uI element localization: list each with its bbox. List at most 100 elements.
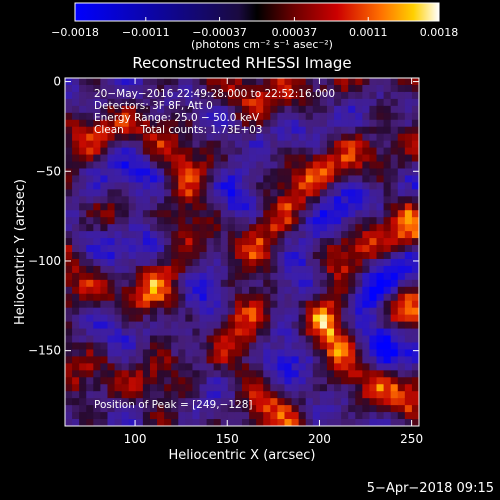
heatmap-cell xyxy=(319,272,328,281)
heatmap-cell xyxy=(93,224,101,232)
heatmap-cell xyxy=(263,224,271,232)
heatmap-cell xyxy=(185,245,193,253)
heatmap-cell xyxy=(234,182,243,190)
heatmap-cell xyxy=(298,196,307,204)
heatmap-cell xyxy=(284,293,293,302)
heatmap-cell xyxy=(277,252,285,260)
heatmap-cell xyxy=(326,161,335,169)
heatmap-cell xyxy=(298,356,307,364)
heatmap-cell xyxy=(135,231,144,239)
heatmap-cell xyxy=(192,231,201,239)
heatmap-cell xyxy=(234,133,243,142)
heatmap-cell xyxy=(404,147,413,156)
heatmap-cell xyxy=(362,224,370,232)
heatmap-cell xyxy=(291,314,300,323)
heatmap-cell xyxy=(234,224,243,232)
heatmap-cell xyxy=(411,349,419,357)
heatmap-cell xyxy=(298,307,307,316)
heatmap-cell xyxy=(234,398,243,406)
heatmap-cell xyxy=(242,314,250,323)
heatmap-cell xyxy=(284,363,293,371)
heatmap-cell xyxy=(383,412,392,420)
heatmap-cell xyxy=(256,78,264,86)
heatmap-cell xyxy=(312,363,321,371)
heatmap-cell xyxy=(277,119,285,128)
heatmap-cell xyxy=(334,279,342,288)
heatmap-cell xyxy=(135,279,144,288)
heatmap-cell xyxy=(135,342,144,350)
heatmap-cell xyxy=(270,370,278,378)
heatmap-cell xyxy=(178,126,186,135)
heatmap-cell xyxy=(128,119,137,128)
heatmap-cell xyxy=(284,203,293,211)
heatmap-cell xyxy=(185,328,193,337)
heatmap-cell xyxy=(404,189,413,197)
heatmap-cell xyxy=(72,224,80,232)
heatmap-cell xyxy=(383,252,392,260)
heatmap-cell xyxy=(326,405,335,413)
heatmap-cell xyxy=(284,258,293,267)
heatmap-cell xyxy=(369,356,378,364)
heatmap-cell xyxy=(157,161,165,169)
heatmap-cell xyxy=(178,78,186,86)
heatmap-cell xyxy=(341,154,349,163)
heatmap-cell xyxy=(319,105,328,114)
heatmap-cell xyxy=(178,91,186,100)
heatmap-cell xyxy=(121,245,130,253)
heatmap-cell xyxy=(185,370,193,378)
heatmap-cell xyxy=(234,279,243,288)
heatmap-cell xyxy=(93,91,101,100)
heatmap-cell xyxy=(65,384,73,392)
heatmap-cell xyxy=(404,126,413,135)
heatmap-cell xyxy=(277,405,285,413)
heatmap-cell xyxy=(312,210,321,218)
heatmap-cell xyxy=(192,321,201,330)
heatmap-cell xyxy=(121,210,130,218)
heatmap-cell xyxy=(369,321,378,330)
heatmap-cell xyxy=(107,328,116,337)
heatmap-cell xyxy=(227,154,236,163)
heatmap-cell xyxy=(234,419,243,426)
heatmap-cell xyxy=(79,405,87,413)
heatmap-cell xyxy=(149,175,158,183)
heatmap-cell xyxy=(185,154,193,163)
heatmap-cell xyxy=(86,133,94,142)
heatmap-cell xyxy=(326,133,335,142)
heatmap-cell xyxy=(213,405,222,413)
heatmap-cell xyxy=(256,321,264,330)
heatmap-cell xyxy=(319,258,328,267)
heatmap-cell xyxy=(171,293,179,302)
heatmap-cell xyxy=(263,133,271,142)
heatmap-cell xyxy=(220,314,229,323)
heatmap-cell xyxy=(206,133,215,142)
heatmap-cell xyxy=(404,210,413,218)
heatmap-cell xyxy=(114,258,123,267)
heatmap-cell xyxy=(263,328,271,337)
heatmap-cell xyxy=(249,265,257,274)
heatmap-cell xyxy=(334,182,342,190)
heatmap-cell xyxy=(128,98,137,107)
heatmap-cell xyxy=(135,161,144,169)
heatmap-cell xyxy=(263,307,271,316)
heatmap-cell xyxy=(263,78,271,86)
heatmap-cell xyxy=(284,419,293,426)
heatmap-cell xyxy=(86,405,94,413)
heatmap-cell xyxy=(270,258,278,267)
heatmap-cell xyxy=(270,119,278,128)
heatmap-cell xyxy=(249,356,257,364)
heatmap-cell xyxy=(249,105,257,114)
heatmap-cell xyxy=(100,112,108,121)
heatmap-cell xyxy=(199,252,208,260)
heatmap-cell xyxy=(65,335,73,343)
heatmap-cell xyxy=(355,300,363,309)
heatmap-cell xyxy=(206,272,215,281)
heatmap-cell xyxy=(291,349,300,357)
heatmap-cell xyxy=(213,119,222,128)
heatmap-cell xyxy=(213,307,222,316)
heatmap-cell xyxy=(65,293,73,302)
heatmap-cell xyxy=(79,133,87,142)
heatmap-cell xyxy=(341,307,349,316)
heatmap-cell xyxy=(326,175,335,183)
heatmap-cell xyxy=(178,245,186,253)
heatmap-cell xyxy=(404,78,413,86)
